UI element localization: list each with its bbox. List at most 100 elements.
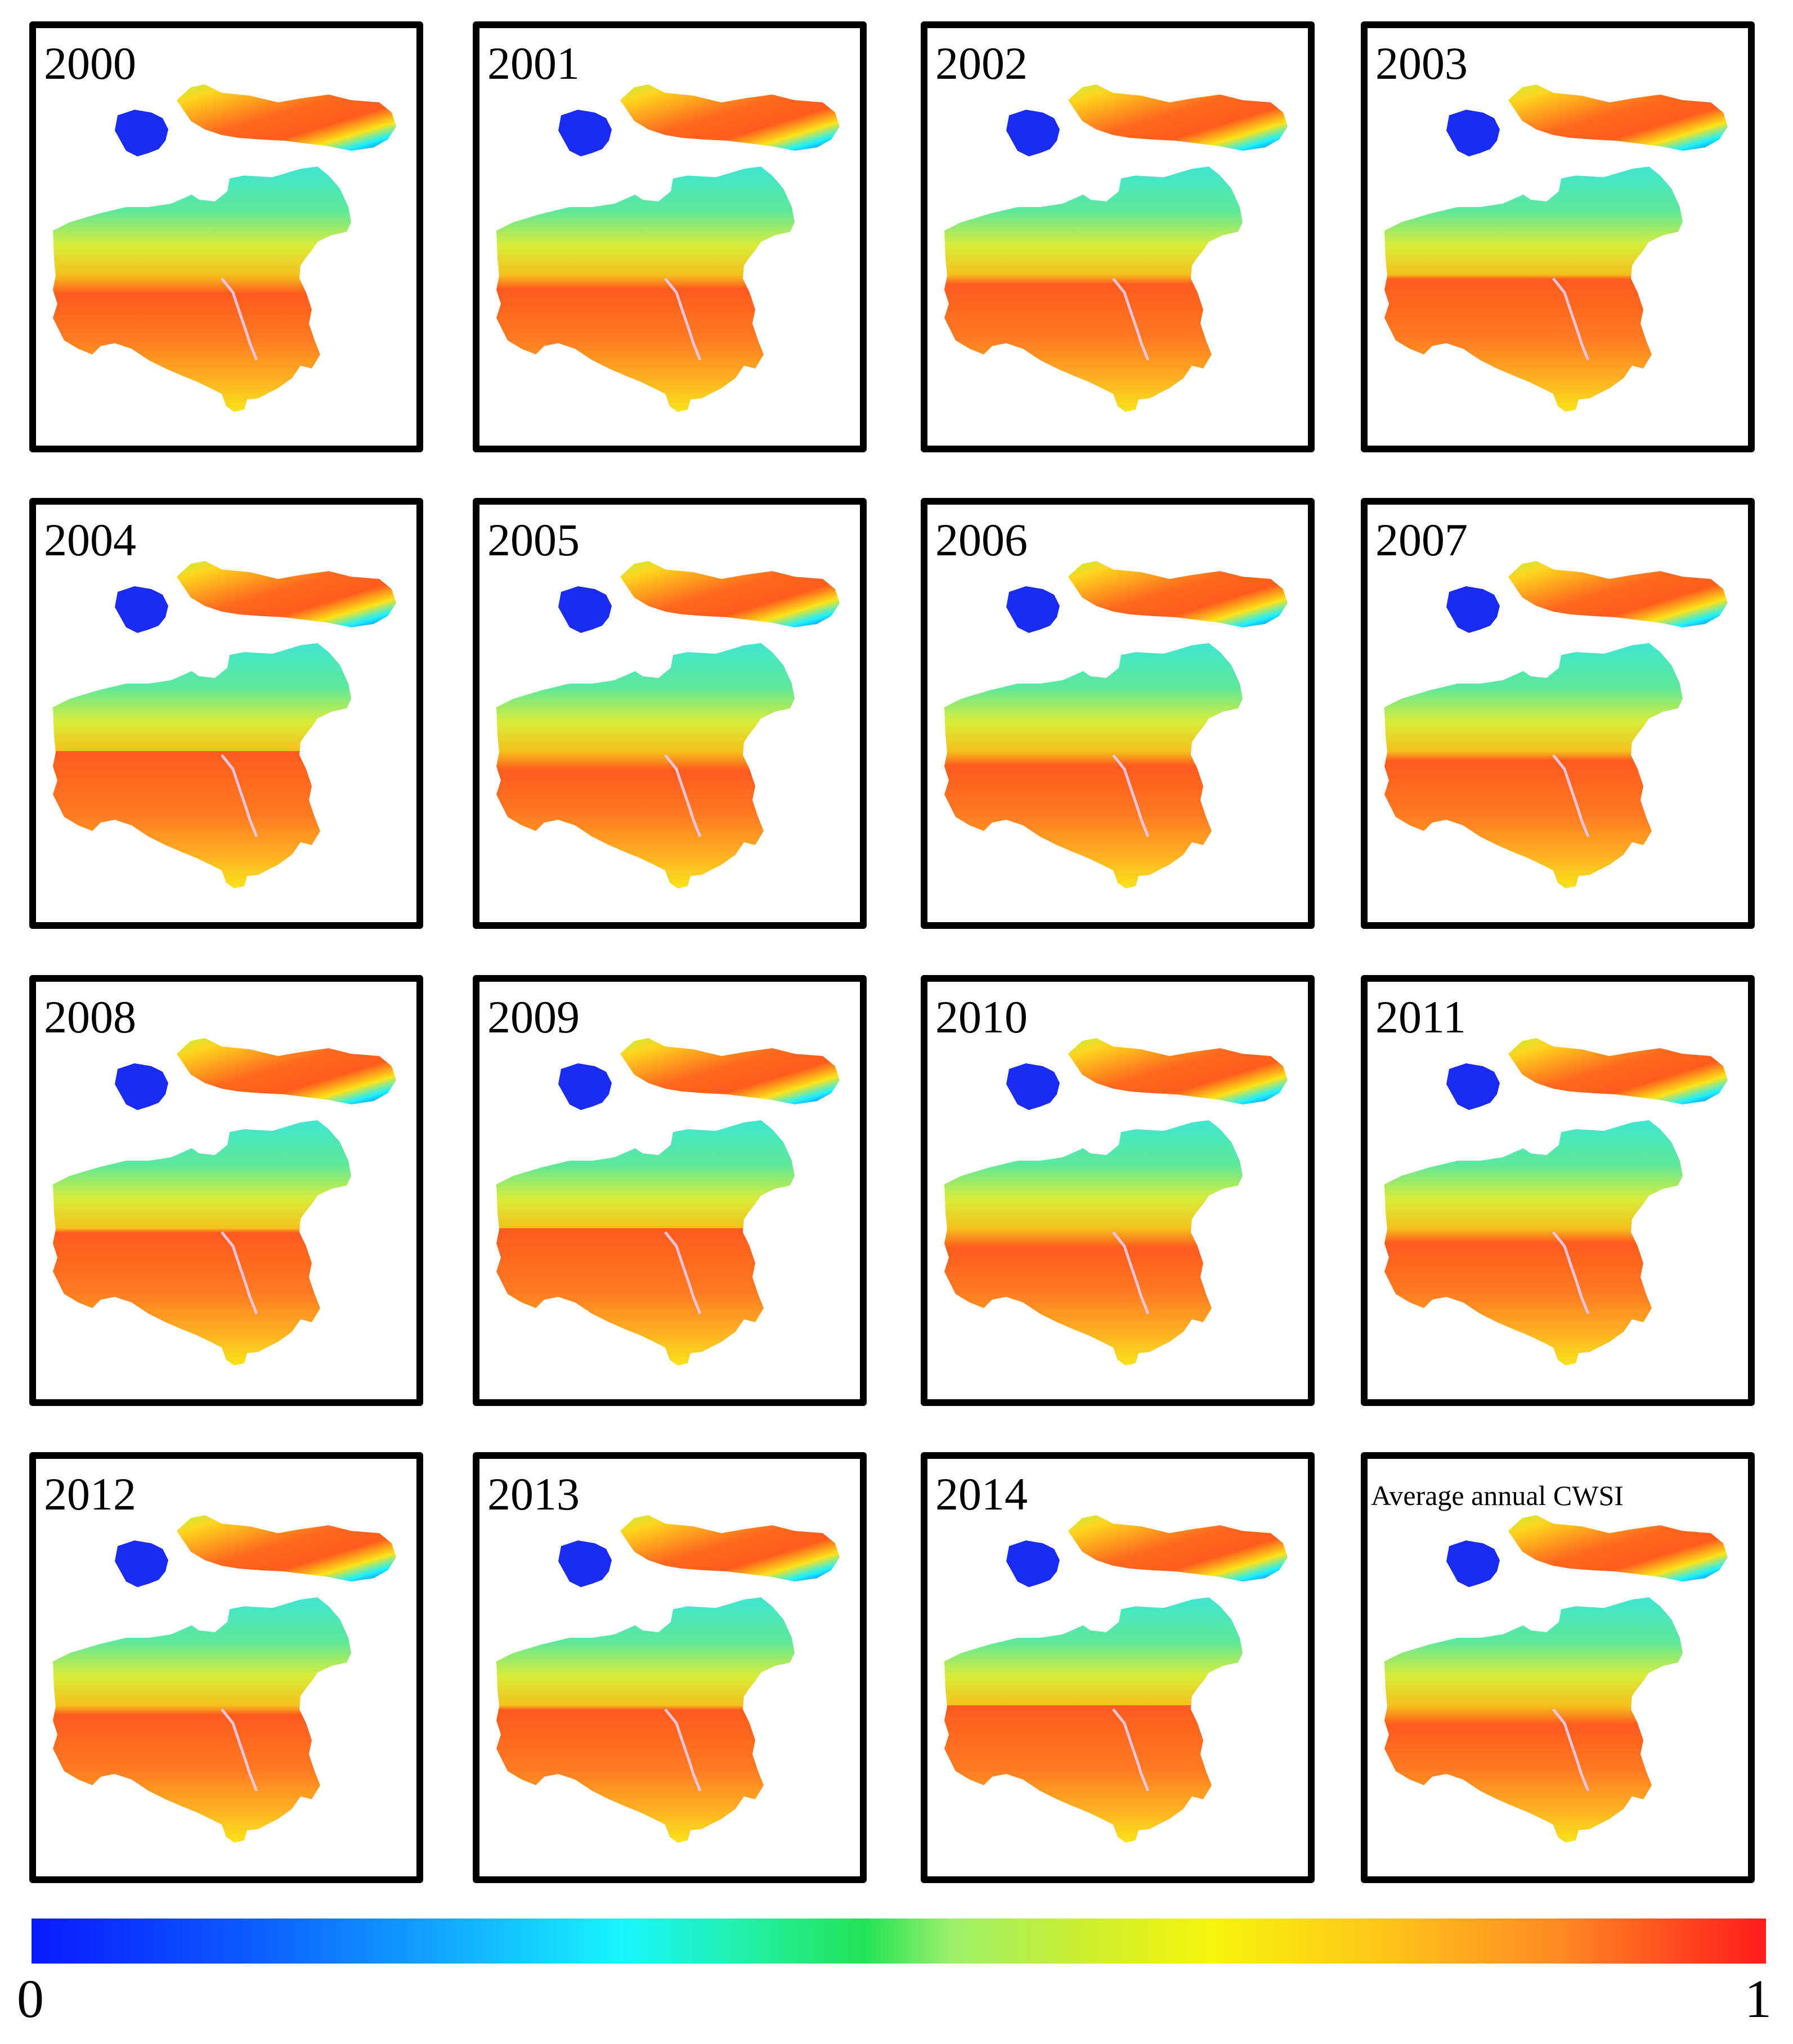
panel-year-label: Average annual CWSI — [1371, 1480, 1624, 1511]
cwsi-map — [53, 1515, 396, 1843]
low-stress-area — [558, 1063, 612, 1110]
panel-year-label: 2013 — [487, 1468, 580, 1520]
region-body — [1384, 1597, 1683, 1843]
cwsi-map — [496, 1038, 840, 1365]
map-panel: 2010 — [921, 975, 1315, 1406]
cwsi-map — [1384, 1038, 1728, 1365]
map-panel: 2012 — [29, 1452, 423, 1883]
cwsi-map — [944, 561, 1288, 888]
northern-strip — [1068, 1515, 1288, 1582]
low-stress-area — [1446, 586, 1500, 633]
no-data-area — [1074, 1589, 1122, 1632]
cwsi-map — [944, 1515, 1288, 1843]
region-body — [944, 1120, 1243, 1365]
river-line — [1112, 754, 1150, 837]
low-stress-area — [1006, 1063, 1060, 1110]
map-panel: 2000 — [29, 21, 423, 452]
map-panel: 2007 — [1361, 498, 1755, 929]
no-data-area — [626, 635, 674, 678]
no-data-area — [1514, 1589, 1562, 1632]
map-panel: 2004 — [29, 498, 423, 929]
river-line — [1552, 754, 1590, 837]
cwsi-map — [1384, 1515, 1728, 1843]
cwsi-map — [944, 1038, 1288, 1365]
panel-year-label: 2012 — [44, 1468, 136, 1520]
low-stress-area — [1446, 1063, 1500, 1110]
region-body — [944, 1597, 1243, 1843]
region-body — [944, 643, 1243, 888]
panel-year-label: 2001 — [487, 38, 580, 89]
low-stress-area — [558, 586, 612, 633]
no-data-area — [182, 1589, 230, 1632]
cwsi-map — [496, 1515, 840, 1843]
low-stress-area — [115, 586, 168, 633]
region-body — [496, 643, 795, 888]
region-body — [496, 1120, 795, 1365]
river-line — [221, 277, 258, 361]
northern-strip — [177, 1515, 396, 1582]
low-stress-area — [115, 1063, 168, 1110]
cwsi-map — [53, 1038, 396, 1365]
river-line — [221, 1231, 258, 1314]
northern-strip — [1068, 1038, 1288, 1104]
low-stress-area — [1006, 1540, 1060, 1587]
river-line — [664, 754, 702, 837]
map-panel: 2006 — [921, 498, 1315, 929]
region-body — [944, 167, 1243, 412]
map-panel: 2009 — [473, 975, 867, 1406]
low-stress-area — [1006, 586, 1060, 633]
panel-year-label: 2004 — [44, 514, 136, 565]
low-stress-area — [1446, 1540, 1500, 1587]
river-line — [1112, 277, 1150, 361]
region-body — [496, 167, 795, 412]
region-body — [53, 167, 351, 412]
river-line — [1112, 1231, 1150, 1314]
river-line — [1552, 1231, 1590, 1314]
northern-strip — [177, 84, 396, 151]
river-line — [664, 1231, 702, 1314]
map-panel: 2002 — [921, 21, 1315, 452]
northern-strip — [620, 561, 840, 627]
river-line — [664, 277, 702, 361]
cwsi-map — [496, 84, 840, 412]
northern-strip — [1068, 561, 1288, 627]
low-stress-area — [558, 110, 612, 156]
no-data-area — [626, 159, 674, 201]
region-body — [53, 643, 351, 888]
cwsi-map — [53, 561, 396, 888]
region-body — [53, 1120, 351, 1365]
region-body — [1384, 1120, 1683, 1365]
colorbar — [32, 1919, 1766, 1964]
no-data-area — [1074, 635, 1122, 678]
region-body — [1384, 167, 1683, 412]
panel-year-label: 2000 — [44, 38, 136, 89]
no-data-area — [626, 1589, 674, 1632]
panel-year-label: 2006 — [935, 514, 1028, 565]
map-panel: 2014 — [921, 1452, 1315, 1883]
northern-strip — [177, 561, 396, 627]
no-data-area — [182, 159, 230, 201]
panel-year-label: 2005 — [487, 514, 580, 565]
no-data-area — [1074, 1112, 1122, 1155]
no-data-area — [1514, 1112, 1562, 1155]
northern-strip — [177, 1038, 396, 1104]
region-body — [53, 1597, 351, 1843]
northern-strip — [1508, 1038, 1728, 1104]
panel-year-label: 2009 — [487, 991, 580, 1043]
panel-year-label: 2007 — [1375, 514, 1468, 565]
panel-year-label: 2010 — [935, 991, 1028, 1043]
panel-year-label: 2011 — [1375, 991, 1466, 1043]
map-panel: 2005 — [473, 498, 867, 929]
cwsi-map — [1384, 84, 1728, 412]
no-data-area — [182, 1112, 230, 1155]
northern-strip — [1508, 1515, 1728, 1582]
map-panel: 2003 — [1361, 21, 1755, 452]
panel-year-label: 2008 — [44, 991, 136, 1043]
map-panel: 2013 — [473, 1452, 867, 1883]
river-line — [664, 1708, 702, 1791]
cwsi-map — [944, 84, 1288, 412]
panel-year-label: 2002 — [935, 38, 1028, 89]
low-stress-area — [1446, 110, 1500, 156]
no-data-area — [1514, 159, 1562, 201]
low-stress-area — [115, 1540, 168, 1587]
